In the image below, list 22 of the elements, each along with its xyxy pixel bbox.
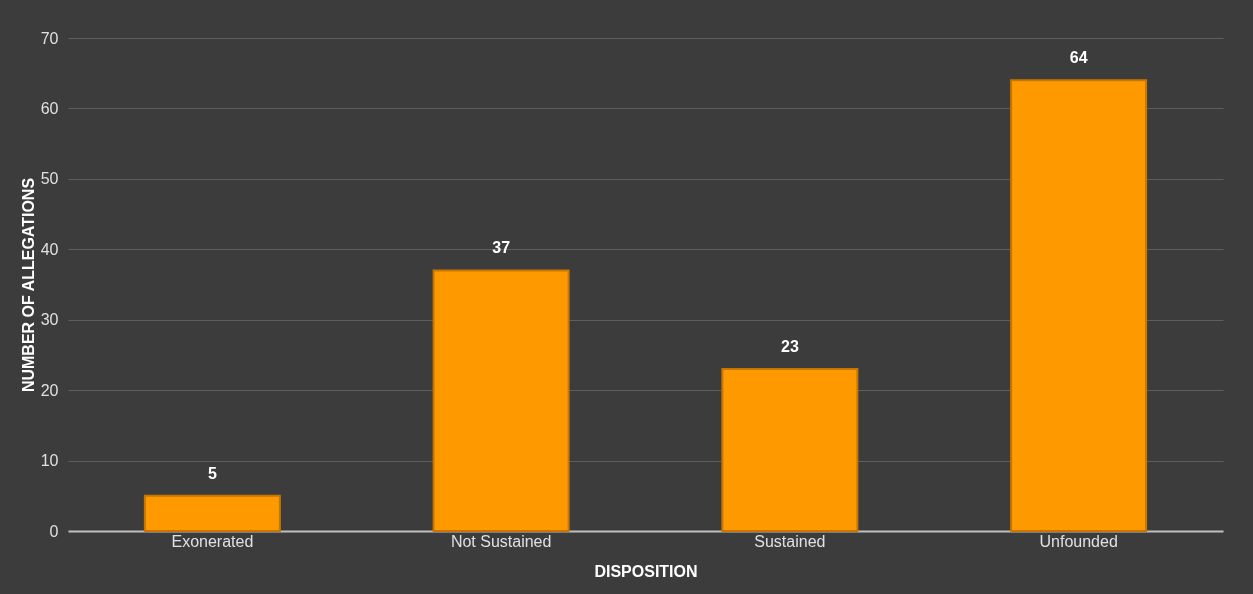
y-tick-label: 20 [40, 381, 59, 399]
y-tick-label: 40 [40, 240, 59, 258]
bar [721, 368, 859, 532]
data-label: 37 [492, 239, 511, 257]
data-label: 5 [207, 464, 217, 482]
x-tick-label: Sustained [754, 532, 826, 550]
y-tick-label: 10 [40, 452, 59, 470]
y-tick-label: 30 [40, 311, 59, 329]
y-tick-label: 60 [40, 99, 59, 117]
bar [1010, 79, 1148, 532]
bar [432, 269, 570, 532]
data-label: 23 [780, 338, 799, 356]
x-axis-title: DISPOSITION [594, 562, 698, 580]
bar [143, 494, 281, 532]
y-axis-title: NUMBER OF ALLEGATIONS [19, 177, 37, 393]
y-tick-label: 70 [40, 29, 59, 47]
y-tick-label: 50 [40, 170, 59, 188]
x-tick-label: Not Sustained [450, 532, 552, 550]
data-label: 64 [1069, 49, 1088, 67]
x-tick-label: Unfounded [1039, 532, 1118, 550]
x-tick-label: Exonerated [171, 532, 254, 550]
y-tick-label: 0 [49, 522, 59, 540]
